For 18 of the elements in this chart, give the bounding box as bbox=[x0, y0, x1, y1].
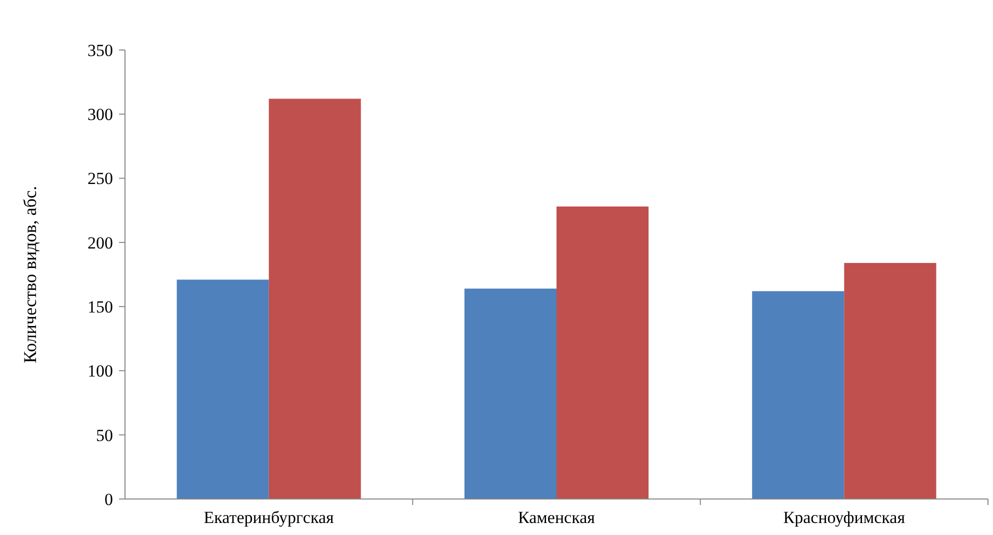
y-tick-label: 250 bbox=[88, 169, 113, 188]
bar bbox=[268, 98, 361, 499]
x-tick-label: Каменская bbox=[518, 508, 596, 527]
y-tick-label: 350 bbox=[88, 40, 113, 60]
x-tick-label: Красноуфимская bbox=[783, 508, 906, 527]
bar bbox=[752, 291, 844, 499]
y-tick-label: 200 bbox=[88, 233, 113, 252]
x-tick-label: Екатеринбургская bbox=[204, 508, 334, 527]
y-tick-label: 50 bbox=[96, 426, 113, 445]
y-tick-label: 100 bbox=[88, 362, 113, 381]
y-tick-label: 300 bbox=[88, 105, 113, 124]
y-tick-label: 0 bbox=[104, 490, 113, 509]
bar bbox=[844, 262, 936, 499]
bar bbox=[176, 280, 269, 499]
y-tick-label: 150 bbox=[88, 298, 113, 317]
bar bbox=[556, 206, 649, 499]
bar bbox=[464, 288, 556, 499]
y-axis-title: Количество видов, абс. bbox=[20, 186, 40, 364]
